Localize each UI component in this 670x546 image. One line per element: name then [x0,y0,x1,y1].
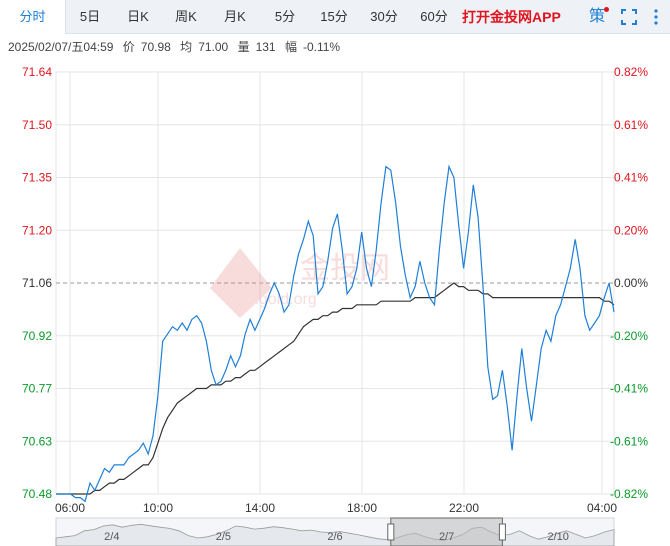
price-label: 价 [122,40,135,54]
notification-dot [604,7,609,12]
navigator-handle-left [387,523,395,541]
watermark-logo: 金投网 cngold.org [210,248,390,318]
y-tick-label: 71.06 [22,276,52,290]
x-tick-label: 10:00 [143,501,173,515]
x-tick-label: 04:00 [587,501,617,515]
pct-tick-label: 0.61% [614,118,648,132]
tab-30min[interactable]: 30分 [370,9,398,24]
price-line [56,164,615,503]
volume-value: 131 [255,40,276,54]
y-tick-label: 71.35 [22,171,52,185]
price-value: 70.98 [140,40,171,54]
tab-weekly-k[interactable]: 周K [175,9,197,24]
y-axis-percent-ticks: 0.82% 0.61% 0.41% 0.20% 0.00% -0.20% -0.41% -0.… [610,65,648,501]
watermark-logo-icon [210,248,272,318]
open-app-link[interactable]: 打开金投网APP [462,9,561,25]
navigator-date-label: 2/7 [439,531,454,543]
navigator-sparkline [55,523,615,546]
y-tick-label: 70.63 [22,434,52,448]
period-tab-bar: 分时 5日 日K 周K 月K 5分 15分 30分 60分 打开金投网APP 策 [0,0,670,34]
y-tick-label: 71.64 [22,65,52,79]
avg-value: 71.00 [198,40,229,54]
y-tick-label: 71.50 [22,118,52,132]
x-tick-label: 06:00 [55,501,85,515]
change-value: -0.11% [302,40,341,54]
change-label: 幅 [284,40,297,54]
navigator-date-label: 2/10 [547,531,568,543]
volume-label: 量 [237,40,250,54]
y-tick-label: 70.92 [22,329,52,343]
pct-tick-label: 0.00% [614,276,648,290]
avg-price-line [56,282,615,495]
pct-tick-label: 0.82% [614,65,648,79]
tab-monthly-k[interactable]: 月K [224,9,246,24]
navigator-date-label: 2/5 [216,531,231,543]
strategy-button[interactable]: 策 [588,8,605,25]
pct-tick-label: 0.41% [614,171,648,185]
pct-tick-label: -0.20% [610,329,648,343]
navigator-date-label: 2/6 [327,531,342,543]
chart-grid [55,71,615,495]
y-tick-label: 70.48 [22,487,52,501]
navigator-handle-right [498,523,506,541]
quote-datetime: 2025/02/07/五04:59 [8,40,114,54]
tab-5day[interactable]: 5日 [79,9,101,24]
navigator-selected-range [390,517,503,546]
y-axis-price-ticks: 71.64 71.50 71.35 71.20 71.06 70.92 70.77 70.63… [22,65,52,501]
avg-label: 均 [180,40,193,54]
menu-icon[interactable] [646,0,666,34]
tab-intraday[interactable]: 分时 [0,0,66,34]
y-tick-label: 70.77 [22,382,52,396]
x-axis-time-ticks: 06:00 10:00 14:00 18:00 22:00 04:00 [55,501,617,515]
range-navigator: 2/4 2/5 2/6 2/7 2/10 [55,517,615,546]
pct-tick-label: -0.61% [610,434,648,448]
quote-info-bar: 2025/02/07/五04:59 价 70.98 均 71.00 量 131 幅 -0… [8,38,346,56]
tab-15min[interactable]: 15分 [320,9,348,24]
navigator-date-label: 2/4 [104,531,119,543]
watermark-en-text: cngold.org [242,291,317,308]
tab-60min[interactable]: 60分 [420,9,448,24]
x-tick-label: 18:00 [347,501,377,515]
navigator-track [55,517,615,546]
pct-tick-label: -0.82% [610,487,648,501]
pct-tick-label: -0.41% [610,382,648,396]
fullscreen-icon[interactable] [618,0,640,34]
tab-daily-k[interactable]: 日K [127,9,149,24]
tab-5min[interactable]: 5分 [274,9,296,24]
y-tick-label: 71.20 [22,223,52,237]
watermark-cn-text: 金投网 [300,252,390,285]
x-tick-label: 14:00 [245,501,275,515]
plot-frame [55,71,615,495]
pct-tick-label: 0.20% [614,223,648,237]
x-tick-label: 22:00 [449,501,479,515]
